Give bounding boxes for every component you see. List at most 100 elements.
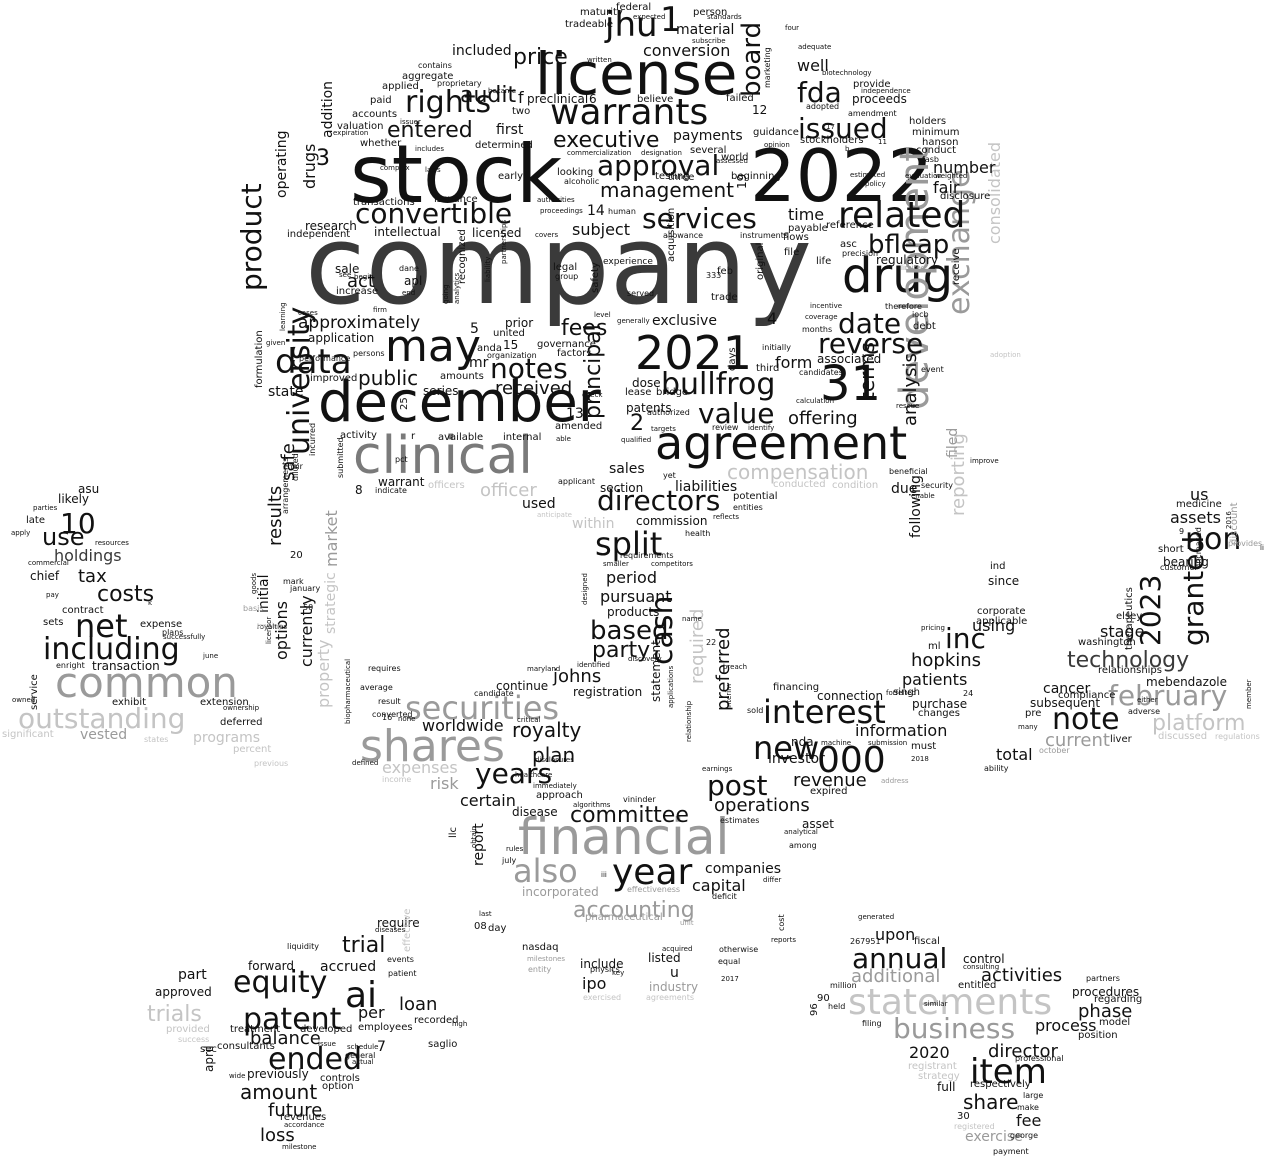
word-days: days	[727, 347, 738, 371]
word-chair: chair	[283, 462, 303, 471]
word-able: able	[556, 435, 571, 443]
word-incurred: incurred	[308, 422, 317, 456]
word-became: became	[488, 87, 517, 95]
word-ai: ai	[345, 975, 378, 1016]
word-many: many	[1018, 723, 1038, 731]
word-loss: loss	[260, 1125, 295, 1146]
word-employees: employees	[358, 1022, 413, 1033]
word-nasdaq: nasdaq	[522, 942, 559, 953]
word-audit: audit	[460, 83, 517, 108]
word-differ: differ	[763, 876, 782, 884]
word-standards: standards	[707, 13, 742, 21]
word-chief: chief	[30, 569, 60, 583]
word-percent: percent	[233, 744, 272, 755]
word-fasb: fasb	[922, 155, 939, 164]
word-expired: expired	[810, 786, 848, 797]
word-n000: 000	[817, 740, 886, 781]
word-independent: independent	[287, 229, 351, 240]
word-holdings: holdings	[54, 546, 122, 565]
word-iocb: iocb	[912, 310, 929, 319]
word-n9: 9	[1179, 527, 1185, 536]
word-cases: cases	[298, 309, 318, 317]
word-improved: improved	[310, 373, 358, 384]
word-significant: significant	[2, 729, 54, 740]
word-june: june	[203, 652, 219, 660]
word-health: health	[685, 529, 711, 538]
word-directors: directors	[597, 484, 721, 517]
word-complex: complex	[380, 164, 410, 172]
word-property: property	[314, 639, 333, 709]
word-full: full	[937, 1080, 956, 1094]
word-relationship: relationship	[685, 700, 693, 742]
word-certain: certain	[460, 791, 516, 810]
word-y2022: 2022	[750, 134, 934, 218]
word-non: non	[1185, 522, 1242, 557]
word-bfleap: bfleap	[868, 230, 950, 260]
word-upon: upon	[875, 925, 916, 944]
word-organization: organization	[487, 351, 537, 360]
word-intellectual: intellectual	[374, 225, 441, 239]
word-n20: 20	[290, 550, 303, 561]
word-medicine: medicine	[1176, 499, 1222, 510]
word-n333: 333	[706, 271, 722, 280]
word-filed: filed	[945, 427, 961, 458]
word-liabilities: liabilities	[675, 479, 738, 495]
word-y2021: 2021	[635, 326, 753, 380]
word-plans: plans	[162, 628, 184, 637]
word-either: either	[1137, 696, 1158, 704]
word-clinical: clinical	[353, 426, 533, 486]
word-performance: performance	[299, 354, 351, 363]
word-model: model	[1099, 1017, 1131, 1028]
word-january: january	[290, 584, 321, 593]
word-amendment: amendment	[848, 109, 897, 118]
word-human: human	[608, 207, 636, 216]
word-enright: enright	[56, 661, 85, 670]
word-successfully: successfully	[163, 633, 206, 641]
word-agreement: agreement	[655, 416, 908, 470]
word-customer: customer	[1160, 563, 1198, 572]
word-payable: payable	[788, 223, 828, 234]
word-beginning: beginning	[731, 171, 781, 182]
word-strategy: strategy	[918, 1071, 960, 1082]
word-july: july	[502, 856, 517, 865]
word-statement: statement	[649, 640, 663, 702]
word-liability: liability	[484, 256, 492, 282]
word-business: business	[893, 1012, 1016, 1045]
word-also: also	[513, 852, 578, 890]
word-split: split	[595, 525, 663, 563]
word-n6: 6	[589, 92, 597, 106]
word-n16: 16	[382, 713, 393, 722]
word-authorized: authorized	[647, 408, 690, 417]
word-commercialization: commercialization	[567, 149, 632, 157]
word-apl: apl	[404, 274, 423, 288]
word-series: series	[423, 384, 459, 398]
word-issue: issue	[318, 1040, 336, 1048]
word-calculation: calculation	[796, 397, 835, 405]
word-instruments: instruments	[740, 231, 789, 240]
word-anda: anda	[477, 343, 502, 354]
word-ind: ind	[990, 561, 1006, 572]
word-well: well	[797, 56, 829, 75]
word-interim: interim	[725, 683, 733, 709]
word-recorded: recorded	[414, 1015, 459, 1026]
word-part: part	[178, 967, 207, 983]
word-therefore: therefore	[885, 302, 922, 311]
word-physics: physics	[590, 965, 620, 974]
word-rules: rules	[506, 845, 524, 853]
word-defined: defined	[352, 759, 379, 767]
word-n96: 96	[809, 1003, 820, 1016]
word-include: include	[580, 957, 624, 971]
word-enable: enable	[911, 492, 935, 500]
word-months: months	[802, 325, 833, 334]
word-issued: issued	[798, 112, 888, 145]
word-owned: owned	[12, 696, 36, 704]
word-tradeable: tradeable	[565, 19, 614, 30]
word-believe: believe	[637, 94, 674, 105]
word-companies: companies	[705, 861, 782, 877]
word-financing: financing	[773, 682, 820, 693]
word-asc: asc	[840, 239, 857, 250]
word-llc: llc	[448, 826, 459, 838]
word-earnings: earnings	[702, 765, 733, 773]
word-result: result	[378, 697, 401, 706]
word-industry: industry	[649, 980, 699, 994]
